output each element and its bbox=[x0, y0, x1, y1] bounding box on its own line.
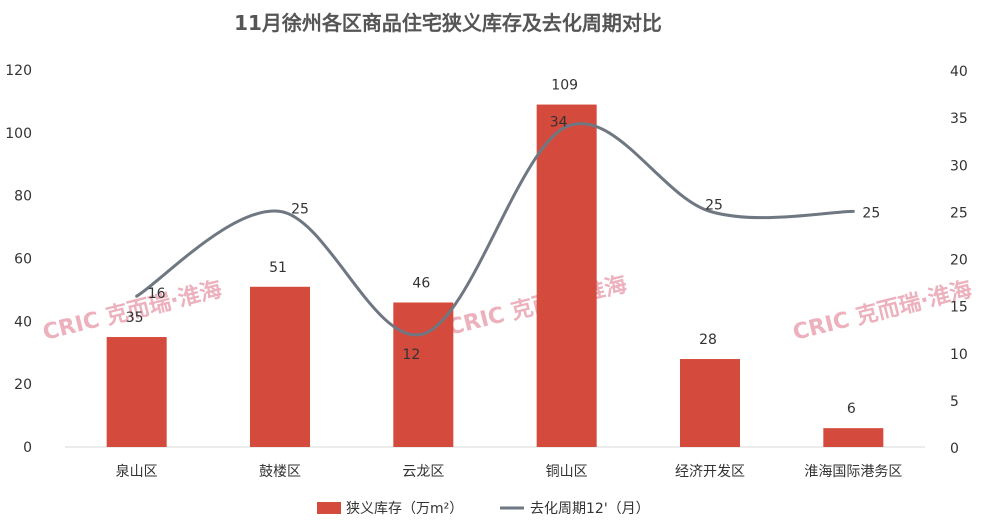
bar-value-label: 109 bbox=[551, 78, 578, 94]
line-value-label: 25 bbox=[705, 197, 723, 213]
x-tick-label: 泉山区 bbox=[116, 463, 158, 480]
y-right-tick-label: 30 bbox=[950, 158, 968, 174]
line-value-label: 12 bbox=[402, 347, 420, 363]
line-series bbox=[135, 122, 855, 337]
y-right-tick-label: 5 bbox=[950, 394, 959, 410]
bar-0 bbox=[106, 337, 167, 447]
y-right-tick-label: 0 bbox=[950, 441, 959, 457]
line-value-label: 16 bbox=[148, 286, 166, 302]
y-left-tick-label: 80 bbox=[14, 189, 32, 205]
bar-value-label: 6 bbox=[847, 401, 856, 417]
line-path bbox=[135, 122, 855, 337]
legend-swatch-bar bbox=[317, 502, 341, 514]
chart-title: 11月徐州各区商品住宅狭义库存及去化周期对比 bbox=[234, 11, 662, 35]
y-left-tick-label: 60 bbox=[14, 252, 32, 268]
y-left-tick-label: 0 bbox=[23, 440, 32, 456]
y-right-tick-label: 35 bbox=[950, 111, 968, 127]
axes: 0 20 40 60 80 100 120 0 5 10 15 20 25 30 35 40 泉山区 鼓楼区 云龙区… bbox=[5, 63, 968, 480]
legend-label-line: 去化周期12'（月） bbox=[530, 501, 650, 517]
bar-value-label: 46 bbox=[412, 275, 430, 291]
y-right-tick-label: 10 bbox=[950, 347, 968, 363]
y-right-tick-label: 40 bbox=[950, 64, 968, 80]
y-left-tick-label: 40 bbox=[14, 314, 32, 330]
x-tick-label: 经济开发区 bbox=[675, 464, 745, 480]
watermark-2: CRIC 克而瑞·淮海 bbox=[790, 276, 974, 346]
bars bbox=[106, 104, 884, 447]
bar-5 bbox=[823, 428, 884, 447]
x-tick-label: 云龙区 bbox=[402, 464, 444, 480]
y-right-tick-label: 15 bbox=[950, 300, 968, 316]
y-left-tick-label: 120 bbox=[5, 63, 32, 79]
bar-1 bbox=[250, 286, 310, 447]
bar-value-label: 35 bbox=[126, 310, 144, 326]
line-value-label: 25 bbox=[862, 205, 880, 221]
line-value-label: 34 bbox=[550, 115, 568, 131]
y-right-tick-label: 25 bbox=[950, 205, 968, 221]
bar-2 bbox=[393, 302, 454, 447]
legend: 狭义库存（万m²） 去化周期12'（月） bbox=[317, 501, 650, 517]
x-tick-label: 淮海国际港务区 bbox=[804, 464, 902, 480]
bar-3 bbox=[536, 104, 597, 447]
y-left-tick-label: 100 bbox=[5, 126, 32, 142]
line-value-label: 25 bbox=[291, 201, 309, 217]
y-right-tick-label: 20 bbox=[950, 253, 968, 269]
legend-label-bar: 狭义库存（万m²） bbox=[346, 501, 463, 517]
x-tick-label: 鼓楼区 bbox=[259, 464, 301, 480]
bar-4 bbox=[680, 359, 740, 447]
bar-value-label: 28 bbox=[699, 332, 717, 348]
data-labels: 35 51 46 109 28 6 16 25 12 34 25 25 bbox=[126, 78, 880, 418]
y-left-tick-label: 20 bbox=[14, 377, 32, 393]
bar-value-label: 51 bbox=[269, 260, 287, 276]
x-tick-label: 铜山区 bbox=[546, 464, 588, 480]
